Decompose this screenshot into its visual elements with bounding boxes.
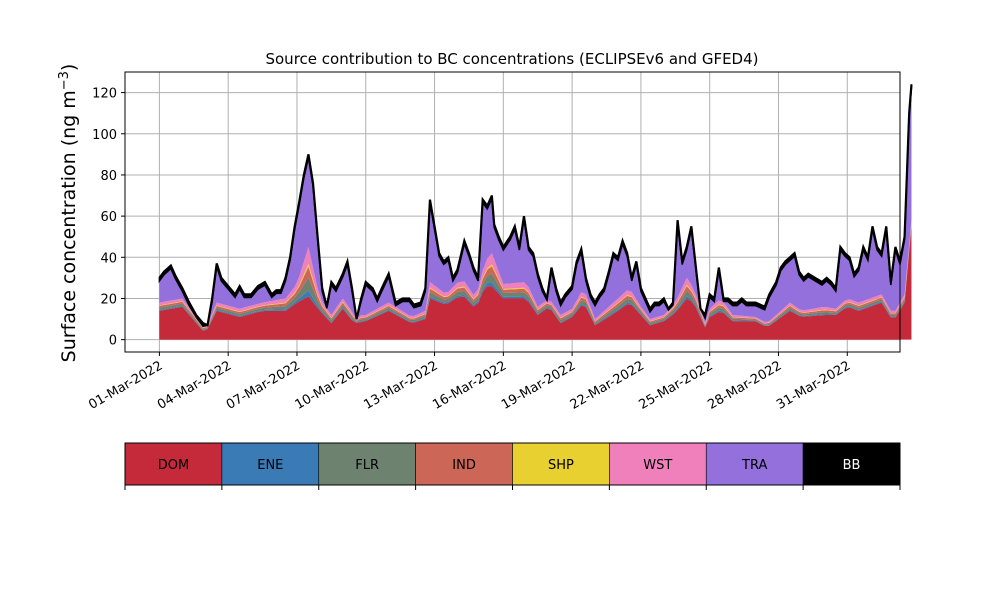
x-tick-label: 25-Mar-2022: [637, 358, 716, 412]
legend-swatch-shp: [512, 442, 610, 486]
x-tick-label: 04-Mar-2022: [155, 358, 234, 412]
color-legend: DOM ENE FLR IND SHP WST TRA BB: [124, 442, 901, 490]
legend-swatch-bb: [802, 442, 901, 486]
x-tick-label: 22-Mar-2022: [568, 358, 647, 412]
y-axis-label-close: ): [58, 64, 80, 71]
y-tick-label: 100: [92, 128, 117, 143]
legend-label-ene: ENE: [257, 458, 283, 473]
y-tick-label: 60: [100, 210, 117, 225]
x-tick-label: 28-Mar-2022: [705, 358, 784, 412]
legend-label-dom: DOM: [158, 458, 189, 473]
x-axis-ticks: 01-Mar-202204-Mar-202207-Mar-202210-Mar-…: [86, 352, 853, 413]
y-tick-label: 80: [100, 169, 117, 184]
legend-label-bb: BB: [843, 458, 861, 473]
area-flr: [159, 224, 912, 331]
x-tick-label: 31-Mar-2022: [774, 358, 853, 412]
y-tick-label: 120: [92, 87, 117, 102]
axes-frame: [124, 71, 901, 353]
total-outline: [158, 84, 913, 327]
area-ind: [159, 222, 912, 330]
legend-label-wst: WST: [643, 458, 672, 473]
legend-label-shp: SHP: [548, 458, 574, 473]
legend-swatch-ind: [415, 442, 513, 486]
y-axis-label-main: Surface concentration (ng m: [58, 90, 80, 362]
y-axis-ticks: 0 20 40 60 80 100 120: [92, 87, 125, 349]
legend-label-ind: IND: [452, 458, 476, 473]
x-tick-label: 19-Mar-2022: [499, 358, 578, 412]
x-tick-label: 13-Mar-2022: [361, 358, 440, 412]
legend-label-flr: FLR: [355, 458, 379, 473]
chart-title: Source contribution to BC concentrations…: [265, 50, 758, 68]
legend-swatch-flr: [318, 442, 416, 486]
y-tick-label: 0: [109, 334, 117, 349]
x-tick-label: 07-Mar-2022: [224, 358, 303, 412]
x-tick-label: 16-Mar-2022: [430, 358, 509, 412]
y-tick-label: 40: [100, 251, 117, 266]
y-axis-label: Surface concentration (ng m−3): [57, 64, 80, 363]
x-tick-label: 01-Mar-2022: [86, 358, 165, 412]
plot-border: [124, 71, 901, 353]
x-tick-label: 10-Mar-2022: [293, 358, 372, 412]
legend-swatch-wst: [609, 442, 707, 486]
area-tra: [159, 87, 912, 327]
y-axis-label-sup: −3: [57, 71, 72, 90]
area-dom: [159, 226, 912, 340]
legend-label-tra: TRA: [741, 458, 767, 473]
stacked-areas: [158, 84, 913, 340]
y-tick-label: 20: [100, 292, 117, 307]
legend-swatch-ene: [221, 442, 320, 486]
